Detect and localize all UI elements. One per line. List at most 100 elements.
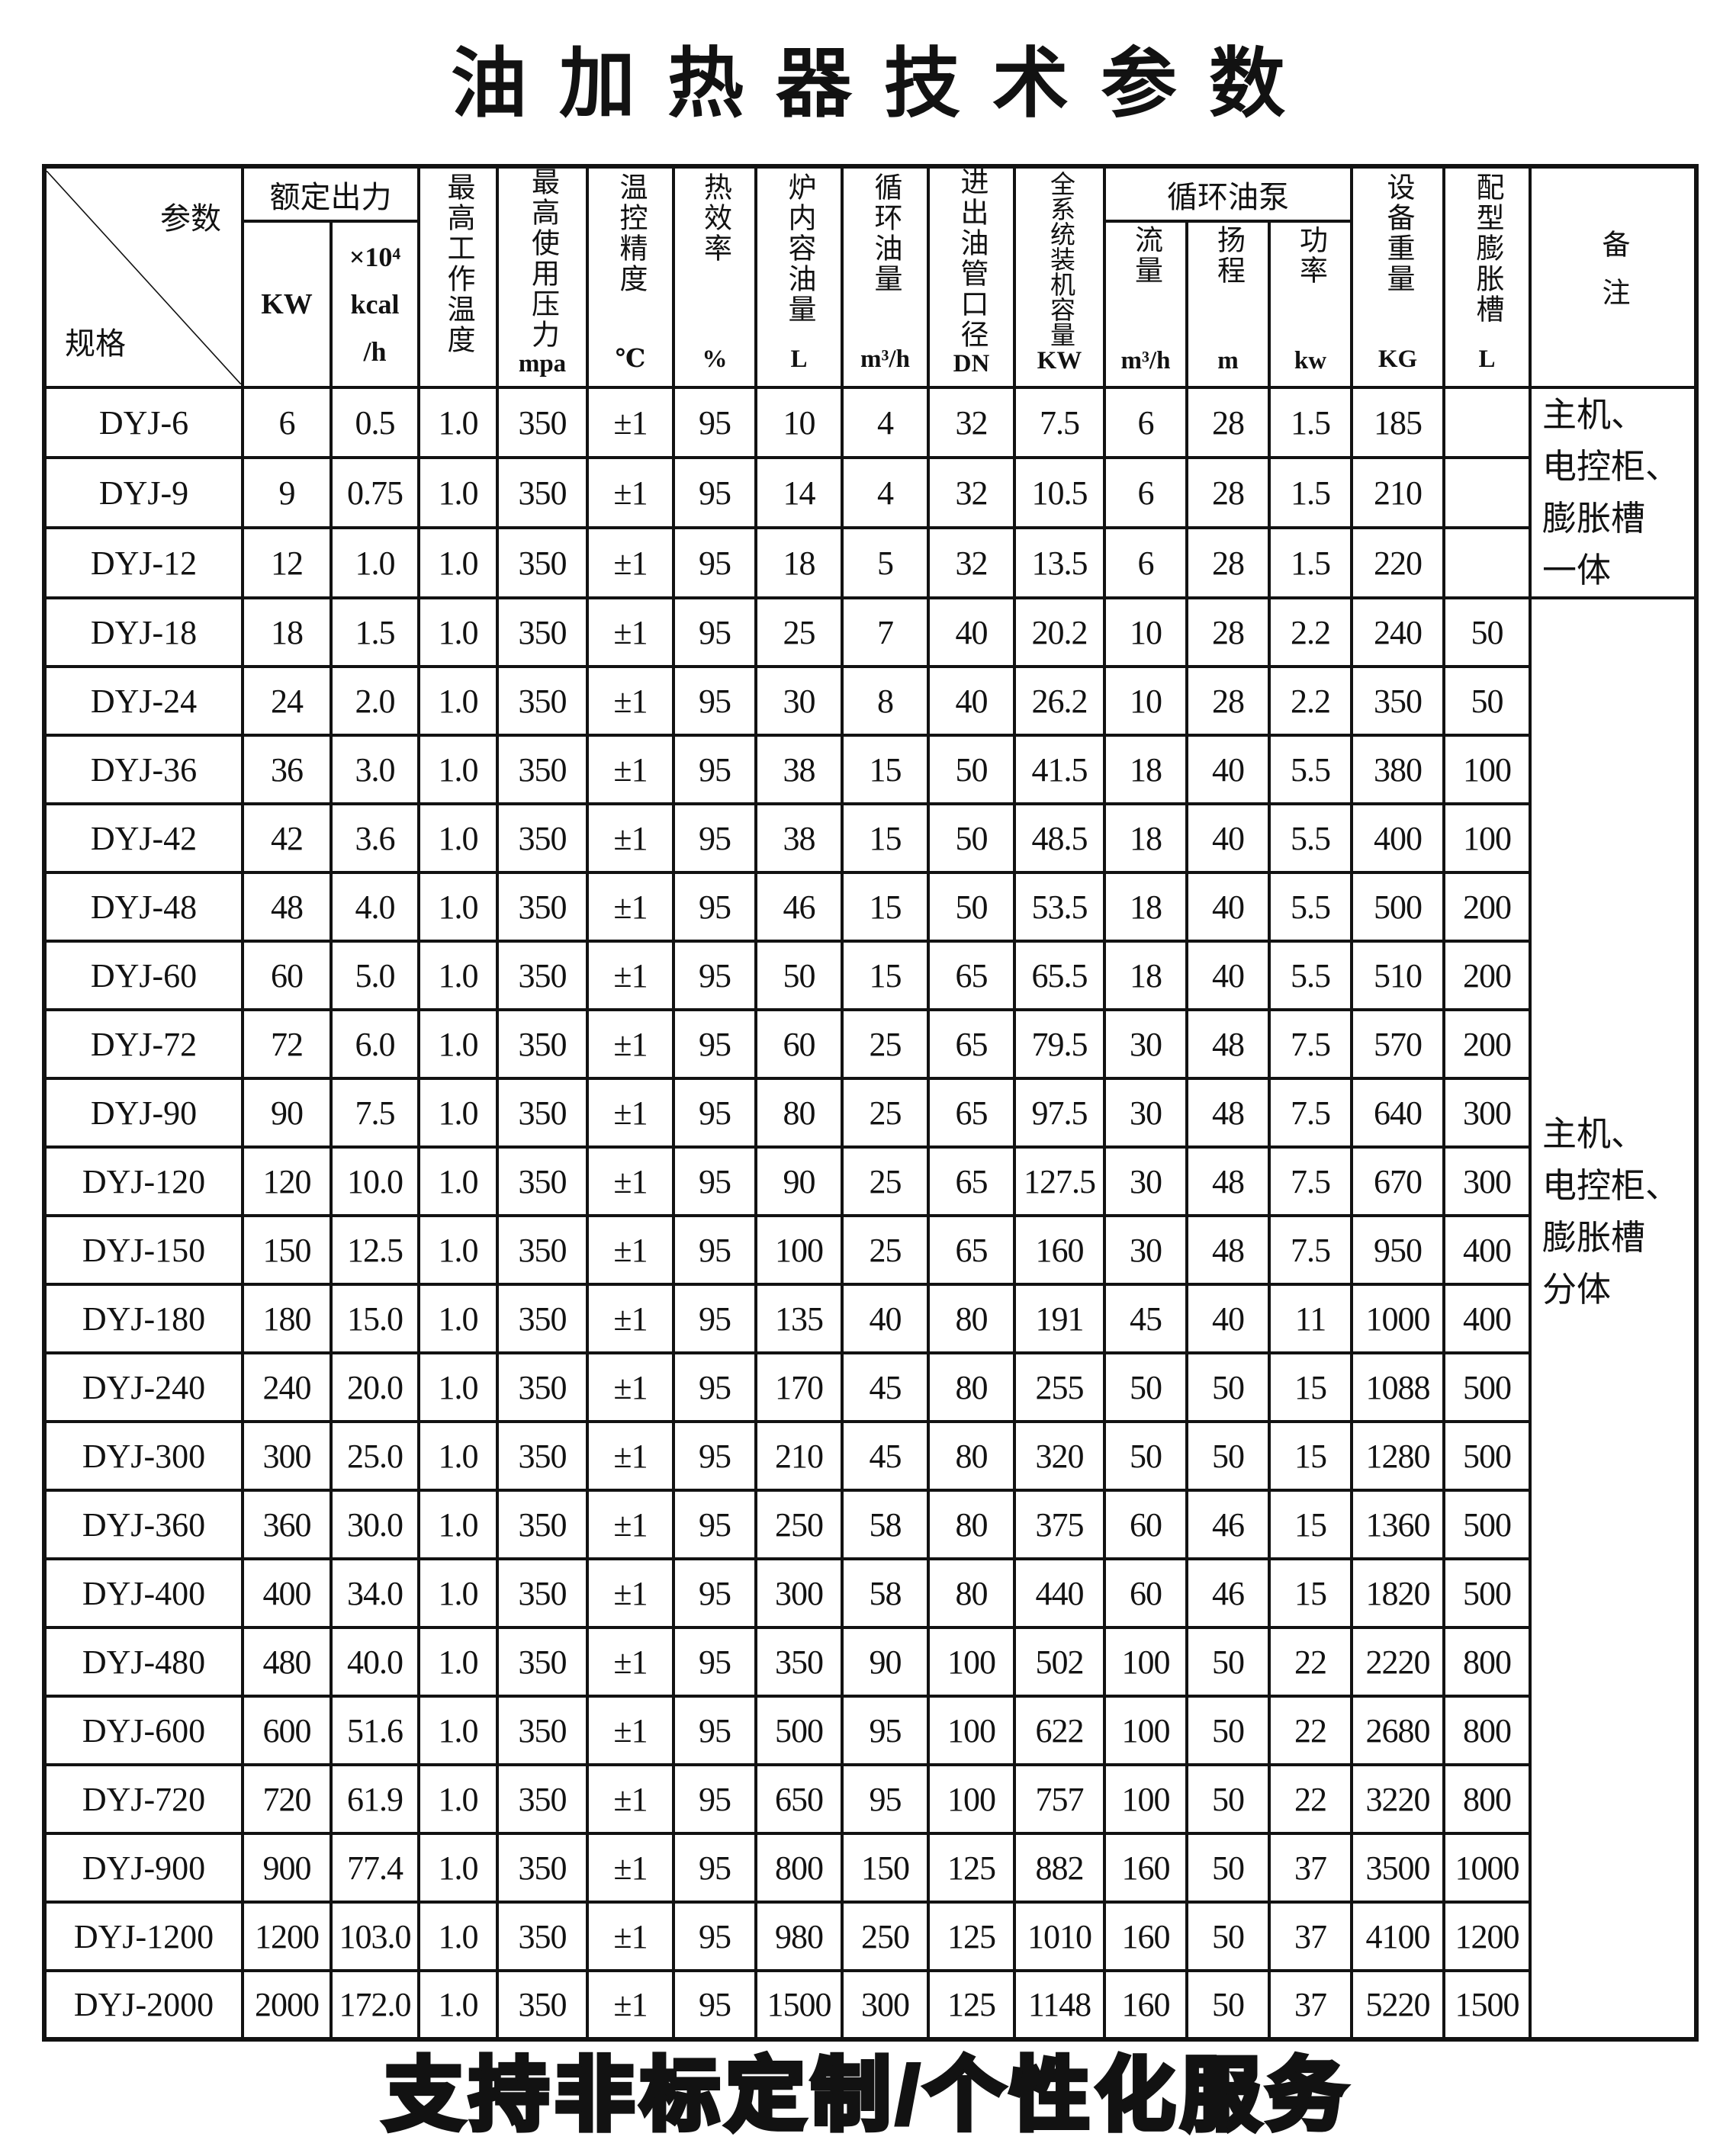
cell: 255 [1014, 1353, 1104, 1422]
corner-label-spec: 规格 [65, 319, 126, 363]
cell: ±1 [587, 735, 674, 804]
table-row: DYJ-40040034.01.0350±1953005880440604615… [44, 1559, 1696, 1627]
remark-lines: 主机、电控柜、膨胀槽一体 [1532, 389, 1694, 596]
cell: 622 [1014, 1696, 1104, 1765]
cell: 65 [928, 1216, 1014, 1284]
cell: 1.0 [419, 1971, 497, 2039]
cell: ±1 [587, 941, 674, 1010]
col-header-max-work-temp: 最高工作温度 [419, 166, 497, 387]
cell: 180 [243, 1284, 331, 1353]
cell: 160 [1104, 1902, 1187, 1971]
cell: ±1 [587, 1971, 674, 2039]
cell: 25 [756, 598, 842, 667]
cell: 4.0 [331, 872, 419, 941]
cell: 135 [756, 1284, 842, 1353]
cell: 500 [1352, 872, 1444, 941]
cell: 125 [928, 1833, 1014, 1902]
cell: 510 [1352, 941, 1444, 1010]
col-header-temp-control-precision-label: 温控精度 [616, 172, 645, 346]
col-header-expansion-tank: 配型膨胀槽L [1444, 166, 1530, 387]
cell: 61.9 [331, 1765, 419, 1833]
col-header-furnace-oil-volume: 炉内容油量L [756, 166, 842, 387]
cell: 95 [674, 1010, 756, 1078]
cell: 2220 [1352, 1627, 1444, 1696]
cell: 350 [497, 941, 587, 1010]
table-row: DYJ-20002000172.01.0350±1951500300125114… [44, 1971, 1696, 2039]
cell: 350 [1352, 667, 1444, 735]
cell: 50 [1187, 1696, 1269, 1765]
cell: 12 [243, 528, 331, 598]
cell: ±1 [587, 872, 674, 941]
cell: 95 [674, 1353, 756, 1422]
cell: 48 [1187, 1216, 1269, 1284]
cell: 95 [842, 1765, 928, 1833]
cell: 95 [674, 1284, 756, 1353]
cell: 7.5 [1269, 1216, 1352, 1284]
cell: 25 [842, 1216, 928, 1284]
cell: 18 [1104, 804, 1187, 872]
col-header-thermal-efficiency-unit: % [702, 345, 728, 382]
cell: 400 [1352, 804, 1444, 872]
cell: 1360 [1352, 1490, 1444, 1559]
cell: 1200 [1444, 1902, 1530, 1971]
col-header-pipe-diameter: 进出油管口径DN [928, 166, 1014, 387]
cell: 95 [674, 1490, 756, 1559]
cell: 2.2 [1269, 598, 1352, 667]
cell: 95 [842, 1696, 928, 1765]
cell: 10.0 [331, 1147, 419, 1216]
col-header-equipment-weight-unit: KG [1378, 345, 1417, 382]
cell: 250 [842, 1902, 928, 1971]
cell: 1.0 [419, 1147, 497, 1216]
row-model: DYJ-300 [44, 1422, 243, 1490]
cell: 3.0 [331, 735, 419, 804]
table-row: DYJ-12121.01.0350±1951853213.56281.5220 [44, 528, 1696, 598]
cell: 200 [1444, 872, 1530, 941]
row-model: DYJ-120 [44, 1147, 243, 1216]
cell: 210 [756, 1422, 842, 1490]
col-header-furnace-oil-volume-unit: L [790, 345, 807, 382]
cell: 350 [497, 387, 587, 458]
cell: 350 [497, 1559, 587, 1627]
cell: 350 [497, 1353, 587, 1422]
cell: 46 [756, 872, 842, 941]
table-row: DYJ-12001200103.01.0350±1959802501251010… [44, 1902, 1696, 1971]
col-header-pump-flow: 流量m³/h [1104, 221, 1187, 387]
cell: 34.0 [331, 1559, 419, 1627]
cell: 15 [1269, 1353, 1352, 1422]
row-model: DYJ-480 [44, 1627, 243, 1696]
cell: 48 [1187, 1147, 1269, 1216]
cell: 350 [497, 1490, 587, 1559]
cell: 6 [1104, 387, 1187, 458]
cell: 800 [1444, 1696, 1530, 1765]
cell: ±1 [587, 1490, 674, 1559]
col-header-kcal-line2: kcal [350, 291, 399, 318]
cell: 185 [1352, 387, 1444, 458]
cell: 800 [1444, 1765, 1530, 1833]
cell: 95 [674, 458, 756, 528]
cell: 4 [842, 387, 928, 458]
cell: 380 [1352, 735, 1444, 804]
cell: 60 [1104, 1559, 1187, 1627]
cell: 65 [928, 1078, 1014, 1147]
row-model: DYJ-42 [44, 804, 243, 872]
cell: 95 [674, 804, 756, 872]
col-header-furnace-oil-volume-label: 炉内容油量 [785, 172, 813, 346]
col-header-temp-control-precision: 温控精度℃ [587, 166, 674, 387]
cell: 160 [1104, 1971, 1187, 2039]
cell: 100 [928, 1627, 1014, 1696]
cell: 38 [756, 735, 842, 804]
cell: 40 [928, 667, 1014, 735]
cell: 58 [842, 1490, 928, 1559]
row-model: DYJ-150 [44, 1216, 243, 1284]
cell: 320 [1014, 1422, 1104, 1490]
cell: 950 [1352, 1216, 1444, 1284]
row-model: DYJ-2000 [44, 1971, 243, 2039]
table-row: DYJ-72726.01.0350±19560256579.530487.557… [44, 1010, 1696, 1078]
cell: 150 [243, 1216, 331, 1284]
cell: 28 [1187, 387, 1269, 458]
cell: 50 [1187, 1971, 1269, 2039]
cell [1444, 387, 1530, 458]
cell: 1500 [1444, 1971, 1530, 2039]
cell: 14 [756, 458, 842, 528]
cell: ±1 [587, 598, 674, 667]
